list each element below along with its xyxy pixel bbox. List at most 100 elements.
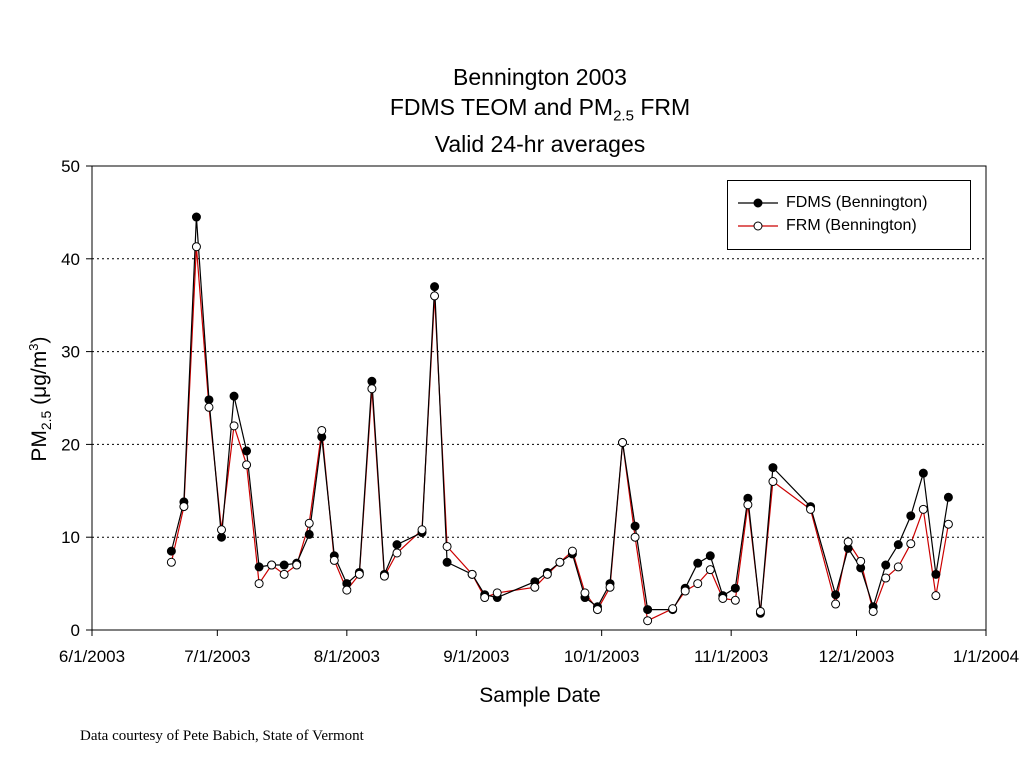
point-fdms: [643, 605, 653, 615]
point-frm: [718, 593, 728, 603]
point-frm: [881, 573, 891, 583]
point-frm: [317, 425, 327, 435]
point-frm: [417, 525, 427, 535]
point-frm: [567, 546, 577, 556]
chart-title-line-3: Valid 24-hr averages: [434, 131, 646, 157]
point-fdms: [730, 583, 740, 593]
point-frm: [580, 588, 590, 598]
point-frm: [392, 548, 402, 558]
point-frm: [480, 593, 490, 603]
point-fdms: [918, 468, 928, 478]
point-frm: [354, 569, 364, 579]
point-frm: [768, 477, 778, 487]
point-frm: [217, 525, 227, 535]
legend-item-fdms: FDMS (Bennington): [736, 193, 927, 213]
point-frm: [342, 585, 352, 595]
x-tick-label: 10/1/2003: [564, 647, 640, 666]
legend-item-frm: FRM (Bennington): [736, 216, 917, 236]
point-fdms: [705, 551, 715, 561]
gridlines: [92, 258, 986, 538]
y-label-unit: (μg/m: [27, 350, 51, 405]
point-frm: [542, 569, 552, 579]
point-frm: [906, 539, 916, 549]
point-frm: [843, 537, 853, 547]
point-frm: [467, 569, 477, 579]
y-tick-label: 10: [61, 528, 80, 547]
point-frm: [329, 555, 339, 565]
x-tick-label: 8/1/2003: [314, 647, 380, 666]
chart-title-suffix: FRM: [640, 94, 691, 120]
point-fdms: [442, 557, 452, 567]
point-fdms: [191, 212, 201, 222]
y-label-end: ): [27, 336, 51, 344]
point-frm: [304, 518, 314, 528]
legend: FDMS (Bennington) FRM (Bennington): [727, 180, 971, 250]
point-fdms: [893, 540, 903, 550]
x-axis-label: Sample Date: [479, 684, 601, 707]
point-fdms: [943, 492, 953, 502]
point-frm: [379, 571, 389, 581]
point-frm: [618, 438, 628, 448]
legend-swatch-fdms: [738, 198, 778, 208]
point-fdms: [304, 529, 314, 539]
axis-ticks: 0 10 20 30 40 50 6/1/2003 7/1/2003 8/1/2003 9/1/2…: [59, 157, 1019, 666]
x-tick-label: 9/1/2003: [443, 647, 509, 666]
point-fdms: [768, 463, 778, 473]
x-tick-label: 6/1/2003: [59, 647, 125, 666]
point-frm: [831, 599, 841, 609]
y-label-main: PM: [27, 430, 51, 462]
x-tick-label: 7/1/2003: [184, 647, 250, 666]
point-fdms: [229, 391, 239, 401]
point-frm: [367, 384, 377, 394]
y-tick-label: 40: [61, 250, 80, 269]
point-frm: [630, 532, 640, 542]
point-fdms: [166, 546, 176, 556]
point-fdms: [279, 560, 289, 570]
point-frm: [204, 402, 214, 412]
point-fdms: [367, 376, 377, 386]
point-frm: [680, 586, 690, 596]
point-frm: [743, 500, 753, 510]
legend-label-frm: FRM (Bennington): [786, 217, 917, 234]
point-frm: [806, 504, 816, 514]
point-frm: [856, 556, 866, 566]
series-line-fdms: [170, 216, 949, 614]
point-frm: [492, 588, 502, 598]
legend-swatch-frm: [738, 221, 778, 231]
point-fdms: [881, 560, 891, 570]
point-frm: [166, 557, 176, 567]
point-frm: [643, 616, 653, 626]
point-fdms: [831, 590, 841, 600]
y-axis-label: PM2.5 (μg/m3): [26, 329, 54, 469]
y-tick-label: 0: [71, 621, 80, 640]
point-fdms: [204, 395, 214, 405]
y-tick-label: 20: [61, 435, 80, 454]
point-frm: [868, 606, 878, 616]
point-frm: [730, 595, 740, 605]
point-frm: [292, 560, 302, 570]
footnote: Data courtesy of Pete Babich, State of V…: [80, 728, 364, 744]
point-frm: [592, 605, 602, 615]
y-label-sub: 2.5: [38, 410, 55, 431]
point-frm: [605, 582, 615, 592]
x-tick-label: 1/1/2004: [953, 647, 1019, 666]
point-fdms: [931, 569, 941, 579]
point-frm: [893, 562, 903, 572]
point-frm: [267, 560, 277, 570]
point-frm: [943, 519, 953, 529]
point-frm: [530, 582, 540, 592]
point-frm: [755, 606, 765, 616]
point-frm: [254, 579, 264, 589]
x-tick-label: 12/1/2003: [819, 647, 895, 666]
point-frm: [242, 460, 252, 470]
point-fdms: [254, 562, 264, 572]
point-fdms: [242, 446, 252, 456]
point-frm: [705, 565, 715, 575]
y-label-sup: 3: [25, 343, 41, 351]
y-tick-label: 50: [61, 157, 80, 176]
point-frm: [668, 604, 678, 614]
point-fdms: [906, 511, 916, 521]
point-frm: [442, 541, 452, 551]
chart-title-subscript: 2.5: [613, 107, 634, 125]
